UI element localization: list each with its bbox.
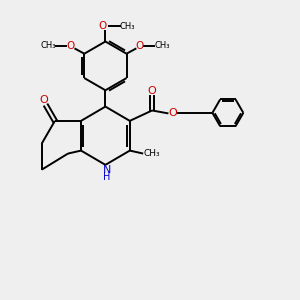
Text: H: H xyxy=(103,172,110,182)
Text: O: O xyxy=(148,86,157,96)
Text: CH₃: CH₃ xyxy=(144,149,160,158)
Text: O: O xyxy=(39,95,48,105)
Text: CH₃: CH₃ xyxy=(120,22,135,31)
Text: O: O xyxy=(169,108,178,118)
Text: N: N xyxy=(102,165,111,175)
Text: O: O xyxy=(67,41,75,51)
Text: CH₃: CH₃ xyxy=(40,41,56,50)
Text: CH₃: CH₃ xyxy=(154,41,170,50)
Text: O: O xyxy=(98,21,106,31)
Text: O: O xyxy=(136,41,144,51)
